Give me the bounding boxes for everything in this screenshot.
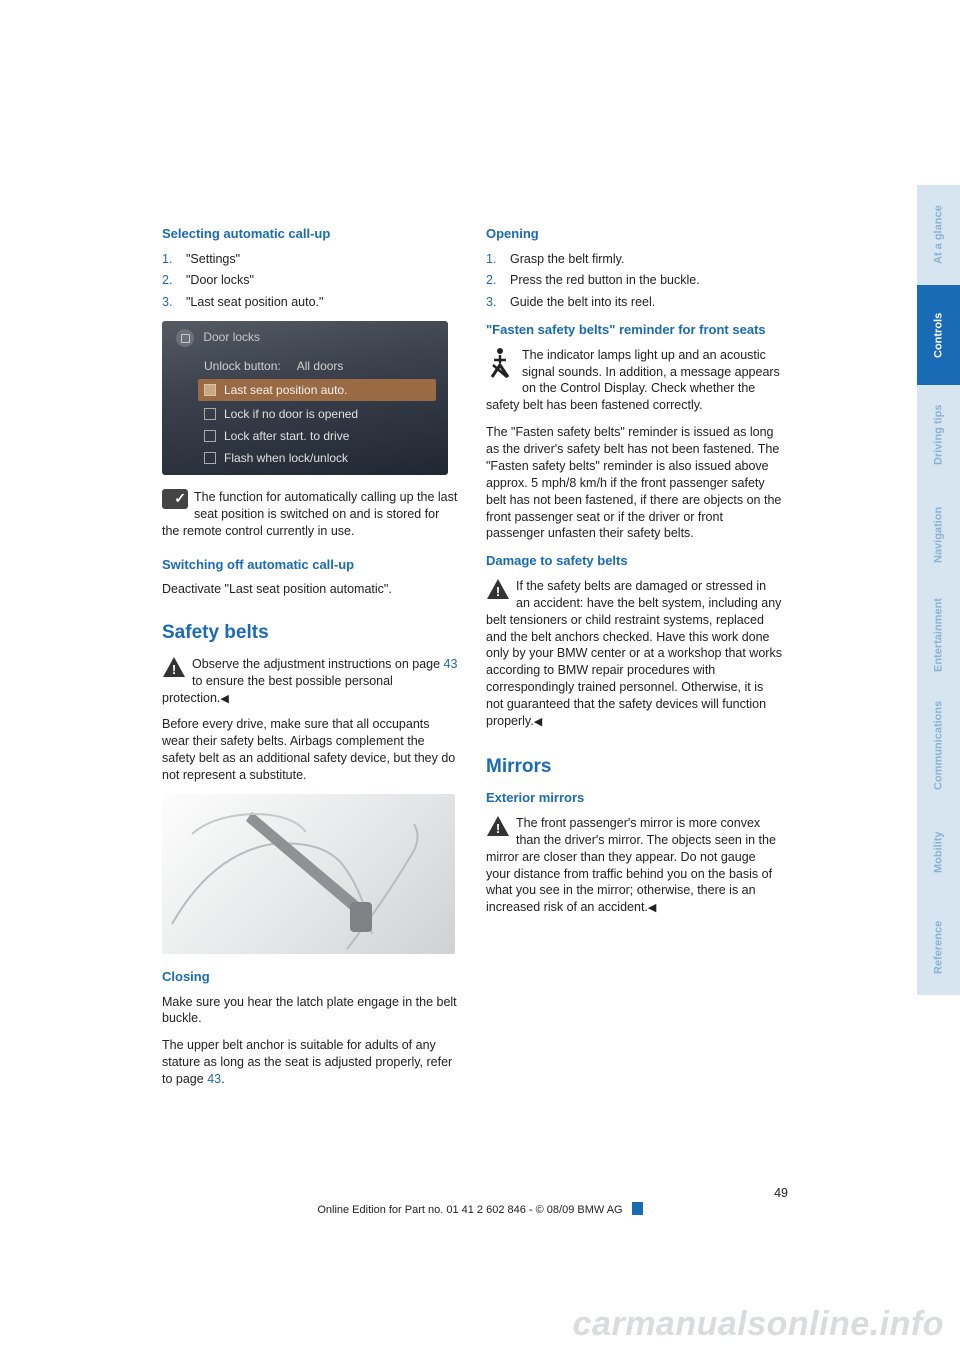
tab-communications[interactable]: Communications	[917, 685, 960, 805]
tab-controls[interactable]: Controls	[917, 285, 960, 385]
idrive-screenshot: Door locks Unlock button: All doors Last…	[162, 321, 448, 475]
list-item: 3."Last seat position auto."	[162, 294, 458, 311]
door-icon	[176, 329, 194, 347]
page-link[interactable]: 43	[444, 657, 458, 671]
heading-damage: Damage to safety belts	[486, 552, 782, 570]
end-marker-icon: ◀	[648, 902, 656, 914]
heading-selecting-auto: Selecting automatic call-up	[162, 225, 458, 243]
screenshot-row: Flash when lock/unlock	[204, 447, 436, 469]
heading-switching-off: Switching off automatic call-up	[162, 556, 458, 574]
heading-closing: Closing	[162, 968, 458, 986]
svg-text:!: !	[172, 662, 176, 677]
list-item: 2."Door locks"	[162, 272, 458, 289]
warning-triangle-icon: !	[486, 815, 510, 837]
list-text: "Last seat position auto."	[186, 295, 323, 309]
page-link[interactable]: 43	[207, 1072, 221, 1086]
note-paragraph: The function for automatically calling u…	[162, 489, 458, 540]
ordered-list: 1.Grasp the belt firmly. 2.Press the red…	[486, 251, 782, 312]
page-footer: 49 Online Edition for Part no. 01 41 2 6…	[0, 1186, 960, 1216]
heading-mirrors: Mirrors	[486, 754, 782, 780]
svg-text:!: !	[496, 584, 500, 599]
list-item: 1."Settings"	[162, 251, 458, 268]
seatbelt-indicator-icon	[486, 347, 514, 381]
warning-paragraph: ! The front passenger's mirror is more c…	[486, 815, 782, 916]
checkbox-icon	[204, 408, 216, 420]
left-column: Selecting automatic call-up 1."Settings"…	[162, 225, 458, 1098]
tab-reference[interactable]: Reference	[917, 900, 960, 995]
warning-paragraph: ! If the safety belts are damaged or str…	[486, 578, 782, 730]
end-marker-icon: ◀	[534, 716, 542, 728]
tab-driving-tips[interactable]: Driving tips	[917, 385, 960, 485]
heading-exterior-mirrors: Exterior mirrors	[486, 789, 782, 807]
screenshot-title: Door locks	[176, 329, 260, 347]
tab-navigation[interactable]: Navigation	[917, 485, 960, 585]
list-text: Press the red button in the buckle.	[510, 273, 700, 287]
page-marker-icon	[632, 1202, 643, 1215]
section-tabs: At a glance Controls Driving tips Naviga…	[917, 185, 960, 995]
list-item: 1.Grasp the belt firmly.	[486, 251, 782, 268]
checkbox-icon	[204, 384, 216, 396]
list-text: Grasp the belt firmly.	[510, 252, 624, 266]
body-text: Before every drive, make sure that all o…	[162, 716, 458, 784]
screenshot-row: Lock if no door is opened	[204, 403, 436, 425]
svg-text:!: !	[496, 821, 500, 836]
tab-mobility[interactable]: Mobility	[917, 805, 960, 900]
body-text: The upper belt anchor is suitable for ad…	[162, 1037, 458, 1088]
screenshot-row-selected: Last seat position auto.	[198, 379, 436, 401]
heading-opening: Opening	[486, 225, 782, 243]
tab-at-a-glance[interactable]: At a glance	[917, 185, 960, 285]
body-text: Deactivate "Last seat position automatic…	[162, 581, 458, 598]
list-text: "Settings"	[186, 252, 240, 266]
heading-safety-belts: Safety belts	[162, 620, 458, 646]
checkbox-icon	[204, 430, 216, 442]
right-column: Opening 1.Grasp the belt firmly. 2.Press…	[486, 225, 782, 1098]
tab-entertainment[interactable]: Entertainment	[917, 585, 960, 685]
screenshot-row: Lock after start. to drive	[204, 425, 436, 447]
warning-triangle-icon: !	[486, 578, 510, 600]
footer-line: Online Edition for Part no. 01 41 2 602 …	[317, 1204, 622, 1216]
list-item: 3.Guide the belt into its reel.	[486, 294, 782, 311]
warning-triangle-icon: !	[162, 656, 186, 678]
indicator-paragraph: The indicator lamps light up and an acou…	[486, 347, 782, 415]
end-marker-icon: ◀	[220, 693, 228, 705]
heading-fasten-reminder: "Fasten safety belts" reminder for front…	[486, 321, 782, 339]
watermark: carmanualsonline.info	[573, 1305, 944, 1344]
checkbox-icon	[204, 452, 216, 464]
warning-paragraph: ! Observe the adjustment instructions on…	[162, 656, 458, 707]
ordered-list: 1."Settings" 2."Door locks" 3."Last seat…	[162, 251, 458, 312]
list-text: "Door locks"	[186, 273, 254, 287]
screenshot-row: Unlock button: All doors	[204, 355, 436, 377]
page-number: 49	[774, 1186, 788, 1200]
body-text: Make sure you hear the latch plate engag…	[162, 994, 458, 1028]
body-text: The "Fasten safety belts" reminder is is…	[486, 424, 782, 542]
list-item: 2.Press the red button in the buckle.	[486, 272, 782, 289]
setting-stored-icon	[162, 489, 188, 509]
list-text: Guide the belt into its reel.	[510, 295, 655, 309]
seat-belt-illustration	[162, 794, 455, 954]
